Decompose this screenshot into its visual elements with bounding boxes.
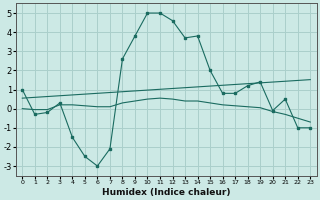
X-axis label: Humidex (Indice chaleur): Humidex (Indice chaleur)	[102, 188, 230, 197]
